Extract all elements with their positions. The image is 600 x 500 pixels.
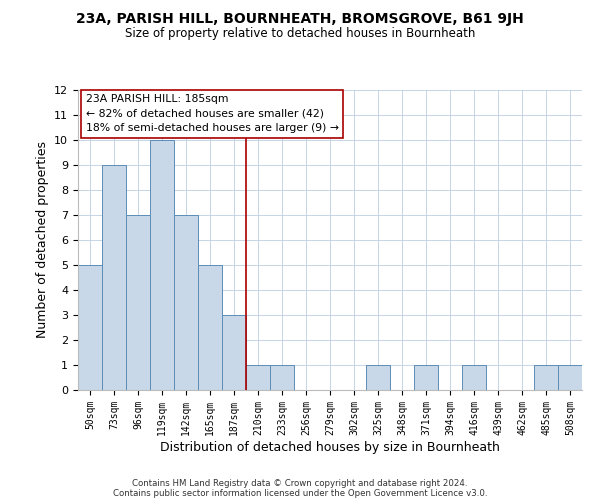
Bar xyxy=(174,215,198,390)
Y-axis label: Number of detached properties: Number of detached properties xyxy=(35,142,49,338)
Bar xyxy=(246,365,270,390)
Bar xyxy=(198,265,222,390)
Text: Contains public sector information licensed under the Open Government Licence v3: Contains public sector information licen… xyxy=(113,488,487,498)
Bar xyxy=(558,365,582,390)
Bar xyxy=(270,365,294,390)
Bar xyxy=(150,140,174,390)
Text: 23A, PARISH HILL, BOURNHEATH, BROMSGROVE, B61 9JH: 23A, PARISH HILL, BOURNHEATH, BROMSGROVE… xyxy=(76,12,524,26)
Bar xyxy=(126,215,150,390)
Text: 23A PARISH HILL: 185sqm
← 82% of detached houses are smaller (42)
18% of semi-de: 23A PARISH HILL: 185sqm ← 82% of detache… xyxy=(86,94,338,134)
Bar xyxy=(222,315,246,390)
Text: Contains HM Land Registry data © Crown copyright and database right 2024.: Contains HM Land Registry data © Crown c… xyxy=(132,478,468,488)
Bar xyxy=(414,365,438,390)
Bar xyxy=(366,365,390,390)
Text: Size of property relative to detached houses in Bournheath: Size of property relative to detached ho… xyxy=(125,28,475,40)
Bar xyxy=(534,365,558,390)
Bar xyxy=(78,265,102,390)
X-axis label: Distribution of detached houses by size in Bournheath: Distribution of detached houses by size … xyxy=(160,440,500,454)
Bar xyxy=(462,365,486,390)
Bar xyxy=(102,165,126,390)
